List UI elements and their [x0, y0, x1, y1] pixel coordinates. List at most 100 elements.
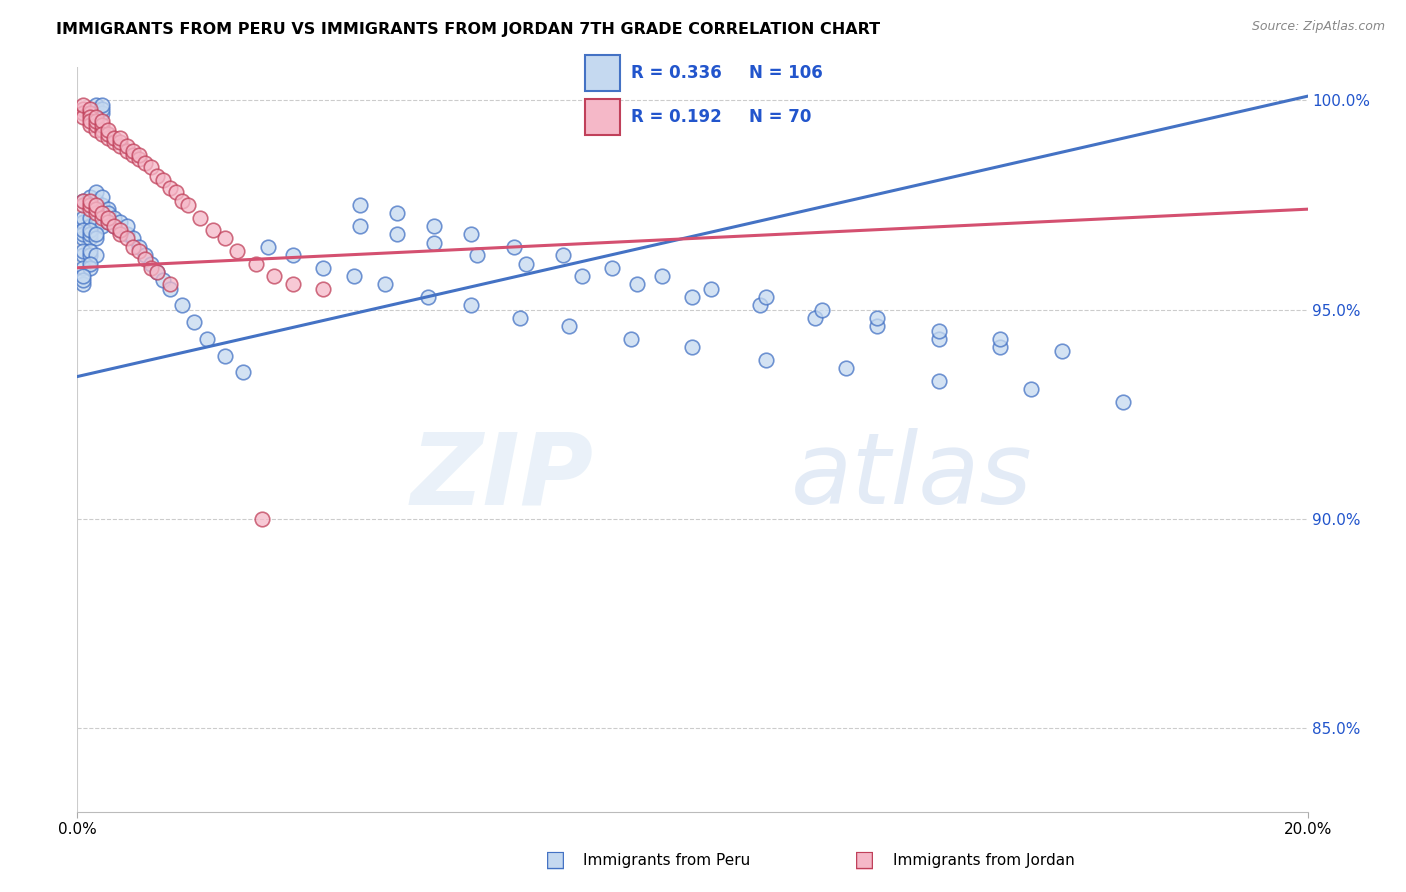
Point	[110, 223, 132, 237]
Point	[90, 211, 114, 225]
Point	[72, 102, 94, 116]
Point	[128, 240, 150, 254]
Text: atlas: atlas	[792, 428, 1032, 525]
Point	[90, 97, 114, 112]
Point	[84, 194, 107, 208]
Point	[84, 248, 107, 262]
Point	[97, 211, 120, 225]
Point	[250, 512, 273, 526]
Point	[115, 139, 138, 153]
Point	[626, 277, 648, 292]
Point	[159, 277, 181, 292]
Point	[90, 119, 114, 133]
Point	[72, 244, 94, 258]
Point	[97, 206, 120, 220]
Point	[115, 219, 138, 233]
Point	[128, 244, 150, 258]
Point	[1019, 382, 1042, 396]
Point	[804, 310, 827, 325]
Point	[72, 215, 94, 229]
Point	[183, 315, 205, 329]
Point	[749, 298, 772, 312]
Point	[79, 114, 101, 128]
Point	[121, 144, 143, 158]
Point	[257, 240, 280, 254]
Point	[115, 144, 138, 158]
Point	[97, 202, 120, 216]
Point	[343, 269, 366, 284]
Point	[79, 227, 101, 242]
Point	[72, 223, 94, 237]
Point	[141, 161, 163, 175]
Text: R = 0.192: R = 0.192	[631, 108, 723, 126]
Point	[79, 102, 101, 116]
Point	[755, 352, 778, 367]
Point	[103, 219, 125, 233]
Point	[72, 277, 94, 292]
Point	[90, 106, 114, 120]
Point	[866, 310, 889, 325]
Point	[90, 198, 114, 212]
Point	[509, 310, 531, 325]
Point	[110, 223, 132, 237]
Point	[374, 277, 396, 292]
Point	[110, 139, 132, 153]
Point	[349, 198, 371, 212]
Point	[84, 198, 107, 212]
Text: □: □	[546, 850, 565, 870]
Point	[84, 206, 107, 220]
Point	[72, 194, 94, 208]
Point	[515, 256, 537, 270]
Point	[72, 273, 94, 287]
Point	[97, 215, 120, 229]
Point	[755, 290, 778, 304]
Point	[79, 248, 101, 262]
Point	[460, 298, 482, 312]
Point	[263, 269, 285, 284]
Point	[84, 106, 107, 120]
Point	[465, 248, 488, 262]
Point	[79, 194, 101, 208]
Point	[152, 273, 174, 287]
Point	[201, 223, 224, 237]
Point	[90, 219, 114, 233]
Point	[416, 290, 439, 304]
Point	[170, 194, 193, 208]
Point	[103, 135, 125, 149]
Text: Immigrants from Peru: Immigrants from Peru	[583, 853, 751, 868]
Point	[84, 231, 107, 245]
Point	[214, 349, 236, 363]
Point	[460, 227, 482, 242]
Point	[170, 298, 193, 312]
Point	[72, 194, 94, 208]
Point	[281, 248, 304, 262]
Point	[602, 260, 624, 275]
Point	[121, 148, 143, 162]
Point	[245, 256, 267, 270]
Point	[385, 227, 409, 242]
Point	[79, 219, 101, 233]
Point	[72, 269, 94, 284]
Point	[110, 135, 132, 149]
Point	[103, 131, 125, 145]
Point	[97, 131, 120, 145]
Bar	[585, 99, 620, 135]
Point	[84, 202, 107, 216]
Point	[79, 106, 101, 120]
Text: Source: ZipAtlas.com: Source: ZipAtlas.com	[1251, 20, 1385, 33]
Point	[928, 332, 950, 346]
Point	[682, 290, 704, 304]
Point	[110, 227, 132, 242]
Point	[84, 119, 107, 133]
Point	[165, 186, 187, 200]
Point	[121, 231, 143, 245]
Point	[79, 211, 101, 225]
Point	[226, 244, 249, 258]
Point	[115, 231, 138, 245]
Point	[90, 122, 114, 136]
Point	[651, 269, 673, 284]
Point	[141, 256, 163, 270]
Point	[90, 189, 114, 203]
Point	[553, 248, 575, 262]
Point	[84, 122, 107, 136]
